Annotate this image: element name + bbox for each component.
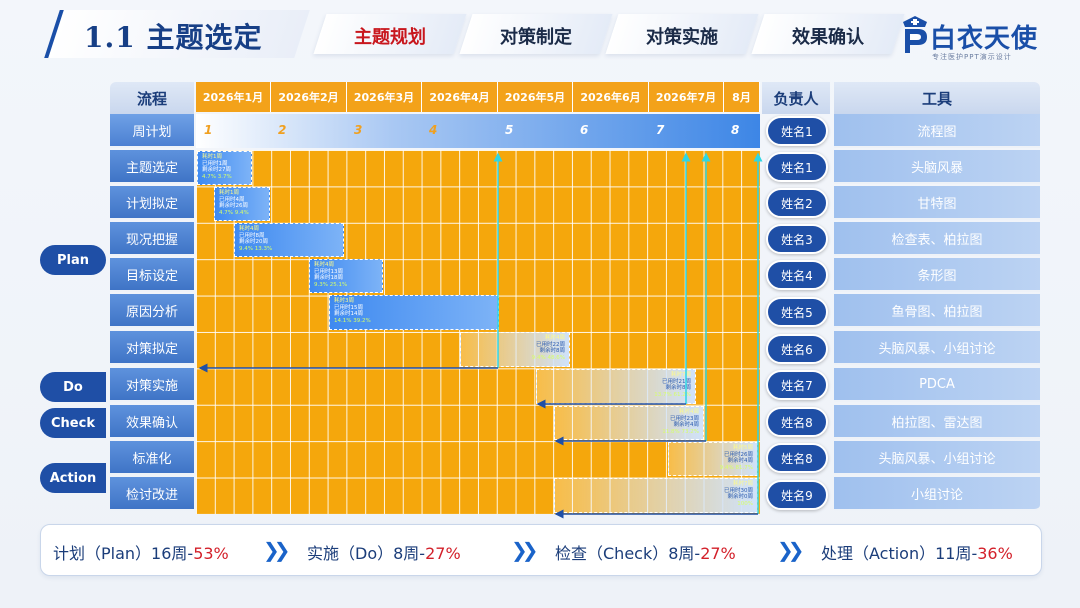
owner-pill: 姓名3	[766, 224, 828, 254]
owner-pill: 姓名4	[766, 260, 828, 290]
month-cell: 2026年3月	[347, 82, 422, 112]
week-number: 3	[354, 123, 363, 137]
task-block[interactable]: 耗时7周 已用时21周 剩余时8周 13.7% 61.2%	[536, 369, 696, 404]
tab-label: 主题规划	[354, 27, 426, 48]
tool-cell: 流程图	[834, 114, 1040, 148]
page-title: 1.1 主题选定	[84, 21, 263, 54]
phase-check: Check	[40, 408, 106, 438]
step-label: 主题选定	[110, 150, 194, 184]
chevron-right-icon: ❯❯	[511, 538, 538, 562]
task-block[interactable]: 耗时4周 已用时8周 剩余时20周 9.4% 13.3%	[234, 223, 344, 257]
tab-confirm[interactable]: 效果确认	[751, 14, 905, 54]
month-header-row: 2026年1月 2026年2月 2026年3月 2026年4月 2026年5月 …	[196, 82, 760, 112]
step-label: 原因分析	[110, 294, 194, 328]
task-block[interactable]: 耗时4周 已用时13周 剩余时18周 9.3% 25.1%	[309, 259, 383, 293]
tool-cell: 鱼骨图、柏拉图	[834, 294, 1040, 328]
owner-pill: 姓名1	[766, 116, 828, 146]
month-cell: 2026年2月	[271, 82, 347, 112]
chevron-right-icon: ❯❯	[263, 538, 290, 562]
step-label: 检讨改进	[110, 477, 194, 511]
logo-tagline: 专注医护PPT演示设计	[932, 53, 1012, 61]
month-cell: 8月	[724, 82, 760, 112]
tool-cell: 检查表、柏拉图	[834, 222, 1040, 256]
task-block[interactable]: 耗时1周 已用时1周 剩余时27周 4.7% 3.7%	[197, 151, 252, 185]
step-label: 对策拟定	[110, 331, 194, 365]
tool-cell: 头脑风暴、小组讨论	[834, 441, 1040, 475]
owner-pill: 姓名5	[766, 297, 828, 327]
task-block[interactable]: 耗时3周 已用时15周 剩余时14周 14.1% 39.2%	[329, 295, 499, 330]
flow-header: 流程	[110, 82, 194, 114]
tab-label: 对策实施	[646, 27, 718, 48]
summary-do: 实施（Do）8周-27%	[307, 544, 461, 563]
month-cell: 2026年1月	[196, 82, 271, 112]
tab-implement[interactable]: 对策实施	[605, 14, 759, 54]
tool-cell: 甘特图	[834, 186, 1040, 220]
tab-label: 效果确认	[792, 27, 864, 48]
summary-check: 检查（Check）8周-27%	[555, 544, 736, 563]
logo: 白衣天使 专注医护PPT演示设计	[898, 8, 1058, 64]
logo-name: 白衣天使	[930, 24, 1039, 54]
step-label: 目标设定	[110, 258, 194, 292]
gantt-grid	[196, 150, 760, 514]
tool-header: 工具	[834, 82, 1040, 114]
task-block[interactable]: 耗时4周 已用时23周 剩余时4周 11.8% 73.2%	[554, 406, 704, 440]
tool-cell: PDCA	[834, 368, 1040, 402]
owner-pill: 姓名8	[766, 407, 828, 437]
owner-pill: 姓名2	[766, 188, 828, 218]
step-label: 标准化	[110, 441, 194, 475]
month-cell: 2026年7月	[649, 82, 724, 112]
week-number: 1	[204, 123, 213, 137]
summary-bar: 计划（Plan）16周-53% ❯❯ 实施（Do）8周-27% ❯❯ 检查（Ch…	[40, 524, 1042, 576]
summary-plan: 计划（Plan）16周-53%	[53, 544, 229, 563]
nurse-cap-icon	[903, 16, 927, 53]
step-label: 对策实施	[110, 368, 194, 402]
tool-cell: 头脑风暴	[834, 150, 1040, 184]
tab-label: 对策制定	[500, 27, 572, 48]
owner-pill: 姓名7	[766, 370, 828, 400]
owner-header: 负责人	[762, 82, 830, 114]
month-cell: 2026年6月	[573, 82, 649, 112]
tool-cell: 条形图	[834, 258, 1040, 292]
week-row: 1 2 3 4 5 6 7 8	[196, 114, 760, 148]
task-block[interactable]: 耗时1周 已用时4周 剩余时26周 4.7% 9.4%	[214, 187, 270, 221]
task-block[interactable]: 耗时7周 已用时30周 剩余时0周 100%	[554, 478, 758, 513]
week-number: 8	[731, 123, 740, 137]
week-number: 6	[580, 123, 589, 137]
phase-plan: Plan	[40, 245, 106, 275]
task-block[interactable]: 耗时4周 已用时22周 剩余时8周 9.4% 48.6%	[460, 332, 570, 367]
title-block: 1.1 主题选定	[44, 10, 312, 58]
week-number: 5	[505, 123, 514, 137]
month-cell: 2026年4月	[422, 82, 498, 112]
tool-cell: 头脑风暴、小组讨论	[834, 331, 1040, 365]
tool-cell: 柏拉图、雷达图	[834, 405, 1040, 439]
chevron-right-icon: ❯❯	[777, 538, 804, 562]
phase-action: Action	[40, 463, 106, 493]
month-cell: 2026年5月	[498, 82, 573, 112]
phase-do: Do	[40, 372, 106, 402]
step-label: 效果确认	[110, 405, 194, 439]
step-label: 现况把握	[110, 222, 194, 256]
owner-pill: 姓名6	[766, 334, 828, 364]
tab-plan[interactable]: 主题规划	[313, 14, 467, 54]
tab-countermeasure[interactable]: 对策制定	[459, 14, 613, 54]
week-number: 4	[429, 123, 438, 137]
owner-pill: 姓名1	[766, 152, 828, 182]
owner-pill: 姓名9	[766, 480, 828, 510]
step-label: 计划拟定	[110, 186, 194, 220]
week-number: 7	[656, 123, 665, 137]
week-plan-label: 周计划	[110, 114, 194, 148]
task-block[interactable]: 耗时5周 已用时26周 剩余时4周 9.4% 81.7%	[668, 442, 758, 476]
owner-pill: 姓名8	[766, 443, 828, 473]
summary-action: 处理（Action）11周-36%	[821, 544, 1013, 563]
tool-cell: 小组讨论	[834, 477, 1040, 511]
week-number: 2	[278, 123, 287, 137]
